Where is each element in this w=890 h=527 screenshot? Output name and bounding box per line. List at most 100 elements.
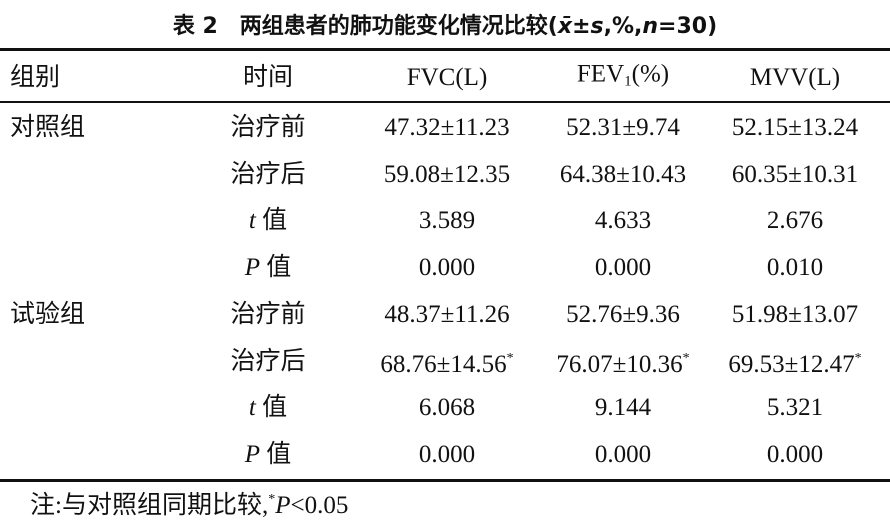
value-cell-part: 52.15±13.24 bbox=[731, 114, 859, 141]
bottom-rule bbox=[0, 479, 890, 482]
footnote-part: 注:与对照组同期比较, bbox=[30, 492, 269, 519]
value-cell: 0.000 bbox=[419, 253, 475, 283]
value-cell-part: 48.37±11.26 bbox=[384, 300, 510, 328]
value-cell-part: 52.76±9.36 bbox=[566, 300, 680, 328]
value-cell: 51.98±13.07 bbox=[732, 300, 858, 330]
value-cell: 5.321 bbox=[767, 393, 823, 423]
group-name: 试验组 bbox=[10, 300, 86, 328]
value-cell-part: 52.31±9.74 bbox=[566, 114, 680, 141]
value-cell-part: 2.676 bbox=[766, 207, 824, 235]
value-cell: 4.633 bbox=[595, 206, 651, 236]
title-part: 表 2 bbox=[172, 14, 218, 39]
title-part: n bbox=[642, 14, 659, 39]
header-cell-part: MVV(L) bbox=[749, 64, 841, 91]
header-cell: 时间 bbox=[243, 63, 293, 93]
title-part: x̄ bbox=[557, 14, 573, 39]
value-cell-part: 0.010 bbox=[766, 254, 824, 282]
value-cell: 69.53±12.47* bbox=[728, 344, 861, 380]
time-cell-part: t bbox=[248, 207, 256, 235]
value-cell: 0.010 bbox=[767, 253, 823, 283]
value-cell-part: 64.38±10.43 bbox=[559, 160, 687, 188]
value-cell-part: 47.32±11.23 bbox=[384, 114, 510, 141]
time-cell-part: 值 bbox=[255, 394, 288, 422]
time-cell-part: 值 bbox=[255, 207, 288, 235]
header-rule bbox=[0, 101, 890, 103]
value-cell-part: 0.000 bbox=[594, 440, 652, 468]
value-cell-part: 3.589 bbox=[418, 207, 476, 235]
value-cell: 52.15±13.24 bbox=[732, 113, 858, 143]
value-cell-part: 9.144 bbox=[594, 394, 652, 422]
value-cell-part: * bbox=[682, 350, 690, 366]
value-cell: 0.000 bbox=[767, 440, 823, 470]
value-cell: 0.000 bbox=[419, 440, 475, 470]
title-part: ± bbox=[572, 14, 591, 39]
footnote: 注:与对照组同期比较,*P<0.05 bbox=[30, 485, 348, 521]
value-cell-part: * bbox=[854, 350, 862, 366]
header-cell-part: 时间 bbox=[242, 64, 294, 91]
time-cell-part: 治疗前 bbox=[230, 114, 306, 141]
header-cell: FEV1(%) bbox=[577, 60, 669, 97]
time-cell: 治疗后 bbox=[230, 347, 305, 377]
value-cell-part: 4.633 bbox=[594, 207, 652, 235]
time-cell: P 值 bbox=[245, 253, 292, 283]
header-cell-part: FEV bbox=[576, 60, 625, 88]
value-cell-part: 0.000 bbox=[766, 440, 824, 468]
value-cell-part: 0.000 bbox=[418, 440, 476, 468]
title-part: ,%, bbox=[603, 14, 643, 39]
header-cell: MVV(L) bbox=[750, 63, 840, 93]
footnote-part: * bbox=[268, 492, 276, 507]
value-cell: 52.31±9.74 bbox=[566, 113, 680, 143]
time-cell-part: P bbox=[244, 440, 261, 468]
footnote-part: P bbox=[275, 492, 291, 519]
time-cell: 治疗后 bbox=[230, 160, 305, 190]
header-cell: 组别 bbox=[10, 63, 60, 93]
time-cell: t 值 bbox=[249, 393, 287, 423]
value-cell: 0.000 bbox=[595, 440, 651, 470]
time-cell-part: 治疗前 bbox=[230, 300, 306, 328]
title-part: =30) bbox=[658, 14, 718, 39]
value-cell: 3.589 bbox=[419, 206, 475, 236]
group-name: 对照组 bbox=[10, 114, 86, 141]
time-cell: t 值 bbox=[249, 206, 287, 236]
time-cell-part: 值 bbox=[260, 440, 292, 468]
title: 表 2 两组患者的肺功能变化情况比较(x̄±s,%,n=30) bbox=[173, 12, 717, 42]
time-cell-part: P bbox=[244, 254, 261, 282]
value-cell-part: 69.53±12.47 bbox=[728, 350, 855, 378]
value-cell-part: 51.98±13.07 bbox=[731, 300, 859, 328]
value-cell: 48.37±11.26 bbox=[384, 300, 509, 330]
header-cell-part: 1 bbox=[624, 73, 632, 90]
value-cell: 59.08±12.35 bbox=[384, 160, 510, 190]
header-cell-part: (%) bbox=[631, 60, 670, 88]
top-rule bbox=[0, 48, 890, 51]
time-cell: 治疗前 bbox=[230, 113, 305, 143]
title-part: s bbox=[590, 14, 604, 39]
value-cell: 76.07±10.36* bbox=[556, 344, 689, 380]
value-cell: 6.068 bbox=[419, 393, 475, 423]
time-cell-part: 治疗后 bbox=[230, 160, 306, 188]
value-cell-part: 0.000 bbox=[418, 254, 476, 282]
value-cell: 64.38±10.43 bbox=[560, 160, 686, 190]
value-cell-part: 68.76±14.56 bbox=[380, 350, 507, 378]
value-cell: 47.32±11.23 bbox=[384, 113, 509, 143]
value-cell-part: 59.08±12.35 bbox=[383, 160, 511, 188]
value-cell-part: * bbox=[506, 350, 514, 366]
value-cell: 52.76±9.36 bbox=[566, 300, 680, 330]
value-cell: 2.676 bbox=[767, 206, 823, 236]
time-cell-part: 值 bbox=[260, 254, 292, 282]
time-cell: 治疗前 bbox=[230, 300, 305, 330]
value-cell-part: 0.000 bbox=[594, 254, 652, 282]
value-cell-part: 60.35±10.31 bbox=[731, 160, 859, 188]
value-cell: 60.35±10.31 bbox=[732, 160, 858, 190]
time-cell-part: 治疗后 bbox=[230, 347, 306, 375]
value-cell: 68.76±14.56* bbox=[380, 344, 513, 380]
value-cell-part: 5.321 bbox=[766, 394, 824, 422]
header-cell-part: 组别 bbox=[10, 64, 61, 91]
header-cell: FVC(L) bbox=[407, 63, 488, 93]
value-cell-part: 76.07±10.36 bbox=[556, 350, 683, 378]
value-cell-part: 6.068 bbox=[418, 394, 476, 422]
value-cell: 9.144 bbox=[595, 393, 651, 423]
time-cell-part: t bbox=[248, 394, 256, 422]
time-cell: P 值 bbox=[245, 440, 292, 470]
title-part: 两组患者的肺功能变化情况比较( bbox=[239, 14, 558, 39]
header-cell-part: FVC(L) bbox=[406, 64, 488, 91]
